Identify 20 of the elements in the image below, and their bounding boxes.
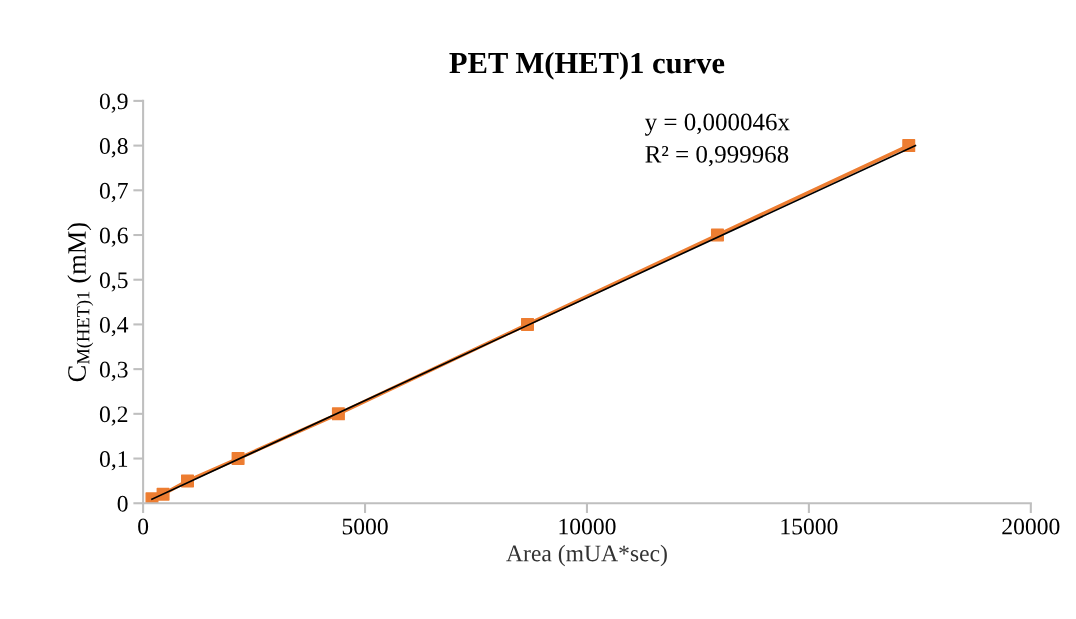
- y-tick-label: 0,5: [99, 272, 128, 292]
- y-tick-label: 0,2: [99, 406, 128, 426]
- y-tick-label: 0,8: [99, 138, 128, 158]
- x-tick-label: 5000: [342, 518, 388, 535]
- x-tick-label: 10000: [559, 518, 616, 535]
- y-axis-title: C$_{M(HET)1}$ (mM): [67, 223, 94, 382]
- y-tick-label: 0,4: [99, 316, 129, 337]
- x-axis-title: Area (mUA*sec): [506, 544, 667, 567]
- x-tick-label: 20000: [1002, 518, 1060, 535]
- annotation: R² = 0,999968: [645, 145, 789, 167]
- chart-title: PET M(HET)1 curve: [449, 51, 725, 80]
- x-tick-label: 15000: [781, 518, 838, 535]
- x-tick-label: 0: [138, 518, 149, 535]
- y-tick-label: 0,9: [99, 93, 128, 113]
- annotation: y = 0,000046x: [644, 113, 790, 136]
- y-tick-label: 0,6: [99, 227, 128, 247]
- y-tick-label: 0: [117, 495, 128, 512]
- y-tick-label: 0,1: [99, 451, 128, 471]
- y-tick-label: 0,3: [99, 361, 128, 381]
- y-tick-label: 0,7: [99, 182, 128, 203]
